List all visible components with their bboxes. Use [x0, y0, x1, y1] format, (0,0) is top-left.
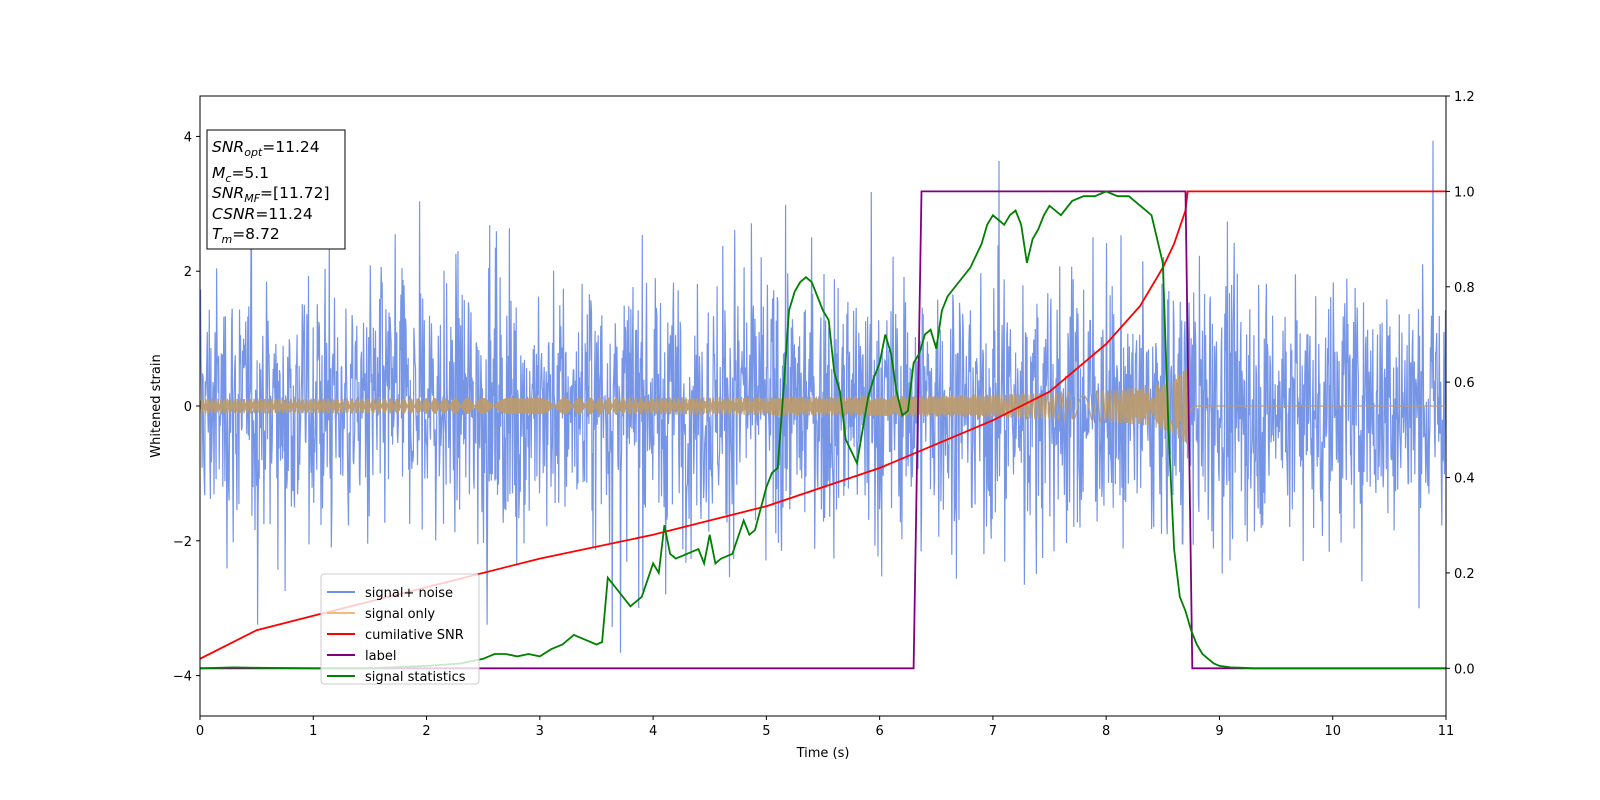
info-csnr: CSNR=11.24	[212, 205, 313, 223]
y-right-tick-label-3: 0.6	[1454, 376, 1475, 391]
series-signal-only	[200, 368, 1446, 444]
info-mc: Mc=5.1	[212, 164, 269, 185]
info-csnr-value: =11.24	[255, 205, 312, 223]
y-axis-left-label: Whitened strain	[149, 354, 164, 457]
x-tick-label-6: 6	[875, 724, 883, 739]
x-axis: 0 1 2 3 4 5 6 7 8 9 10 11	[196, 716, 1454, 739]
y-right-tick-label-2: 0.8	[1454, 281, 1475, 296]
y-left-tick-label-3: −2	[173, 535, 192, 550]
legend-label-2: cumilative SNR	[365, 628, 464, 643]
info-mc-value: =5.1	[231, 164, 269, 182]
info-box-frame	[206, 129, 346, 250]
legend: signal+ noise signal only cumilative SNR la…	[320, 573, 480, 685]
x-tick-label-4: 4	[649, 724, 657, 739]
x-tick-label-5: 5	[762, 724, 770, 739]
x-tick-label-0: 0	[196, 724, 204, 739]
legend-frame	[320, 573, 480, 685]
info-snr-mf: SNRMF=[11.72]	[212, 184, 330, 205]
y-left-tick-label-2: 0	[184, 400, 192, 415]
y-axis-left: 4 2 0 −2 −4	[173, 130, 200, 685]
x-axis-label: Time (s)	[796, 746, 850, 761]
legend-label-3: label	[365, 649, 396, 664]
y-left-tick-label-1: 2	[184, 265, 192, 280]
legend-label-0: signal+ noise	[365, 586, 453, 601]
x-tick-label-10: 10	[1324, 724, 1341, 739]
y-right-tick-label-0: 1.2	[1454, 90, 1475, 105]
x-tick-label-8: 8	[1102, 724, 1110, 739]
x-tick-label-7: 7	[989, 724, 997, 739]
info-tm: Tm=8.72	[212, 225, 280, 246]
info-box: SNRopt=11.24 Mc=5.1 SNRMF=[11.72] CSNR=1…	[206, 129, 346, 250]
legend-label-4: signal statistics	[365, 670, 466, 685]
series-signal-noise	[200, 140, 1446, 653]
y-left-tick-label-4: −4	[173, 670, 192, 685]
x-tick-label-3: 3	[536, 724, 544, 739]
y-left-tick-label-0: 4	[184, 130, 192, 145]
y-right-tick-label-5: 0.2	[1454, 567, 1475, 582]
y-right-tick-label-1: 1.0	[1454, 185, 1475, 200]
legend-label-1: signal only	[365, 607, 435, 622]
x-tick-label-2: 2	[422, 724, 430, 739]
y-right-tick-label-6: 0.0	[1454, 662, 1475, 677]
x-tick-label-11: 11	[1438, 724, 1455, 739]
info-tm-value: =8.72	[232, 225, 280, 243]
info-snr-opt-value: =11.24	[262, 138, 319, 156]
x-tick-label-1: 1	[309, 724, 317, 739]
legend-items: signal+ noise signal only cumilative SNR la…	[327, 586, 466, 685]
info-snr-opt: SNRopt=11.24	[212, 138, 320, 159]
y-right-tick-label-4: 0.4	[1454, 472, 1475, 487]
y-axis-right: 1.2 1.0 0.8 0.6 0.4 0.2 0.0	[1446, 90, 1475, 677]
series-signal-statistics	[200, 190, 1446, 670]
x-tick-label-9: 9	[1215, 724, 1223, 739]
info-snr-mf-value: =[11.72]	[260, 184, 329, 202]
